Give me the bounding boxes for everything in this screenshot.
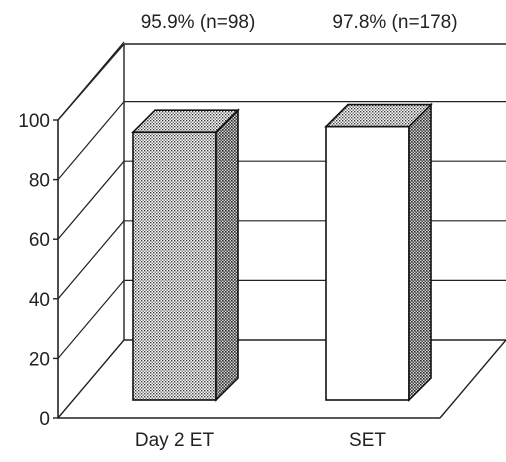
gridline-side (57, 101, 125, 180)
bar-1 (131, 108, 240, 402)
bar-side-face (408, 102, 432, 402)
x-category-label: SET (349, 430, 386, 451)
bars (131, 102, 433, 402)
gridline-side (57, 220, 125, 300)
floor-side-edge-right (439, 339, 506, 419)
bar-2 (324, 102, 433, 402)
gridline-side (57, 160, 125, 240)
y-tick-label: 0 (39, 409, 50, 430)
bar-front-face (325, 125, 410, 401)
bar-side-face (215, 108, 239, 402)
bar-annotation: 95.9% (n=98) (141, 12, 256, 33)
y-tick-label: 20 (29, 349, 50, 370)
gridline-side (57, 280, 125, 359)
x-category-label: Day 2 ET (135, 430, 215, 451)
gridlines (57, 41, 506, 359)
y-tick-label: 100 (18, 111, 50, 132)
bar-annotations: 95.9% (n=98) 97.8% (n=178) (141, 12, 458, 33)
bar-top-face (131, 109, 240, 134)
y-tick-label: 60 (29, 230, 50, 251)
y-tick-label: 80 (29, 171, 50, 192)
bar-annotation: 97.8% (n=178) (332, 12, 457, 33)
floor-side-edge-left (57, 339, 125, 419)
x-axis-categories: Day 2 ET SET (135, 430, 386, 451)
y-axis-ticks: 0 20 40 60 80 100 (18, 111, 58, 430)
gridline-side (57, 41, 125, 121)
bar-top-face (324, 103, 433, 128)
y-tick-label: 40 (29, 290, 50, 311)
chart-frame (57, 43, 506, 419)
bar-front-face (132, 131, 217, 401)
